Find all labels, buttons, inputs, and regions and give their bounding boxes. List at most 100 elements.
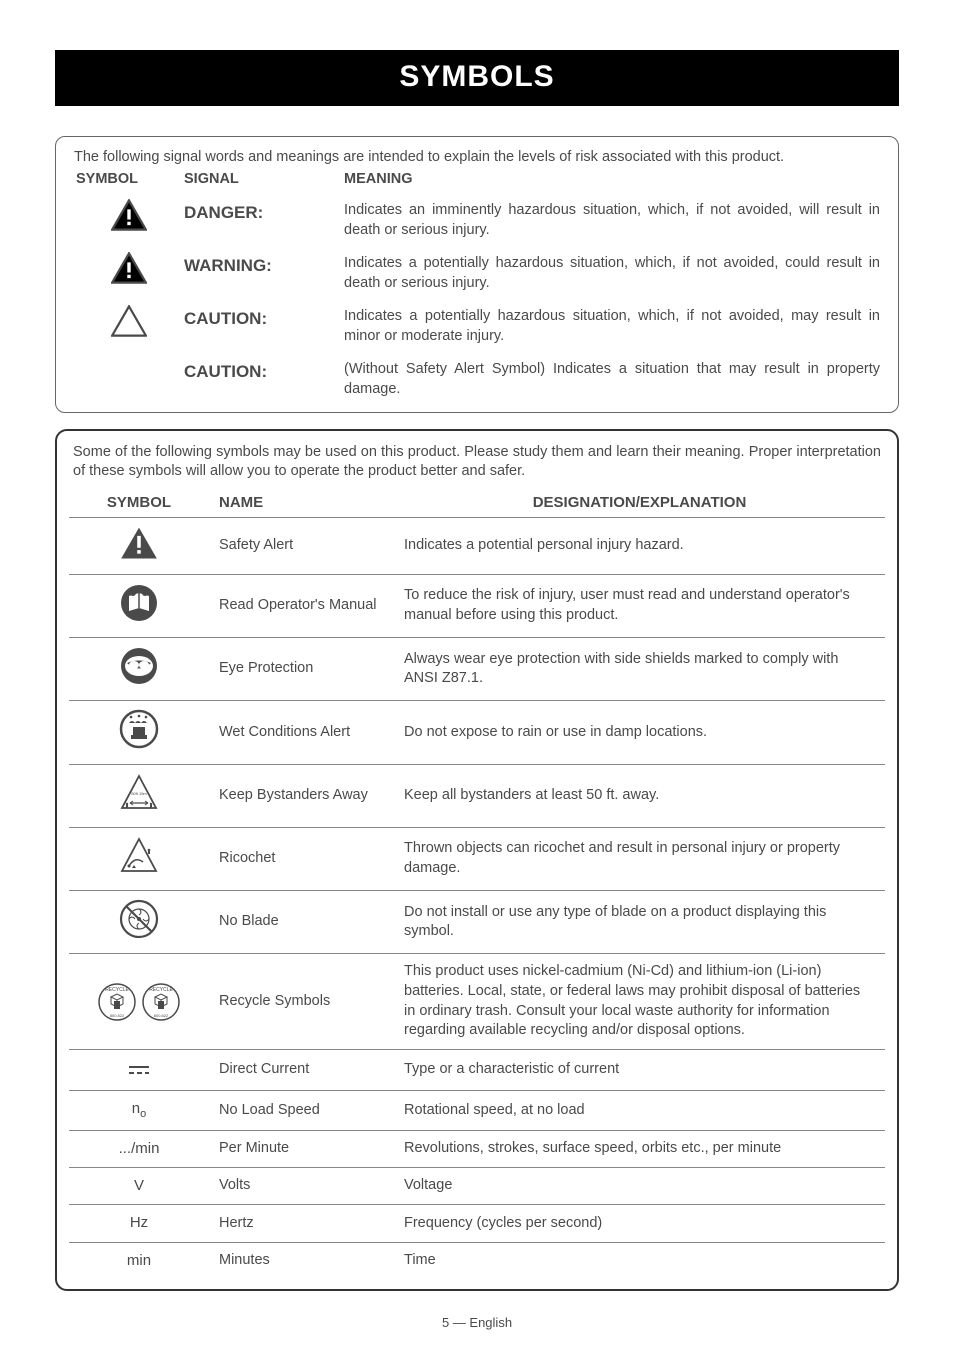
symbol-cell: V	[69, 1168, 209, 1205]
table-row: RicochetThrown objects can ricochet and …	[69, 827, 885, 890]
signal-row: CAUTION:(Without Safety Alert Symbol) In…	[74, 352, 880, 405]
ricochet-icon	[119, 836, 159, 876]
designation-cell: Do not install or use any type of blade …	[394, 891, 885, 954]
designation-cell: Time	[394, 1242, 885, 1279]
no-load-symbol: no	[132, 1100, 146, 1117]
th-name: NAME	[209, 490, 394, 518]
name-cell: Ricochet	[209, 827, 394, 890]
designation-cell: Revolutions, strokes, surface speed, orb…	[394, 1130, 885, 1167]
symbol-cell: min	[69, 1242, 209, 1279]
symbol-table-box: Some of the following symbols may be use…	[55, 429, 899, 1291]
per-minute-symbol: .../min	[119, 1140, 160, 1157]
name-cell: Minutes	[209, 1242, 394, 1279]
signal-row: WARNING:Indicates a potentially hazardou…	[74, 246, 880, 299]
designation-cell: Always wear eye protection with side shi…	[394, 638, 885, 701]
signal-row: CAUTION:Indicates a potentially hazardou…	[74, 299, 880, 352]
symbol-cell	[69, 827, 209, 890]
symbol-cell	[69, 638, 209, 701]
designation-cell: Keep all bystanders at least 50 ft. away…	[394, 764, 885, 827]
table-row: Read Operator's ManualTo reduce the risk…	[69, 574, 885, 637]
name-cell: Keep Bystanders Away	[209, 764, 394, 827]
symbol-cell	[69, 764, 209, 827]
manual-icon	[119, 583, 159, 623]
symbol-cell: no	[69, 1090, 209, 1130]
symbol-table: SYMBOL NAME DESIGNATION/EXPLANATION Safe…	[69, 490, 885, 1279]
table-row: Eye ProtectionAlways wear eye protection…	[69, 638, 885, 701]
signal-row: DANGER:Indicates an imminently hazardous…	[74, 193, 880, 246]
header-meaning: MEANING	[344, 171, 880, 187]
th-symbol: SYMBOL	[69, 490, 209, 518]
name-cell: Safety Alert	[209, 517, 394, 574]
designation-cell: Type or a characteristic of current	[394, 1049, 885, 1090]
signal-meaning: (Without Safety Alert Symbol) Indicates …	[344, 358, 880, 399]
signal-header-row: SYMBOL SIGNAL MEANING	[74, 171, 880, 187]
alert-triangle-icon	[111, 305, 147, 337]
symbol-cell: .../min	[69, 1130, 209, 1167]
designation-cell: Do not expose to rain or use in damp loc…	[394, 701, 885, 764]
table-row: Hz HertzFrequency (cycles per second)	[69, 1205, 885, 1242]
symbol-cell: Hz	[69, 1205, 209, 1242]
table-row: no No Load SpeedRotational speed, at no l…	[69, 1090, 885, 1130]
name-cell: Volts	[209, 1168, 394, 1205]
name-cell: Wet Conditions Alert	[209, 701, 394, 764]
name-cell: Direct Current	[209, 1049, 394, 1090]
wet-alert-icon	[119, 709, 159, 749]
signal-word: WARNING:	[184, 252, 344, 276]
name-cell: Read Operator's Manual	[209, 574, 394, 637]
table-row: .../min Per MinuteRevolutions, strokes, s…	[69, 1130, 885, 1167]
signal-meaning: Indicates a potentially hazardous situat…	[344, 252, 880, 293]
page-title: SYMBOLS	[55, 50, 899, 106]
table-row: No BladeDo not install or use any type o…	[69, 891, 885, 954]
designation-cell: To reduce the risk of injury, user must …	[394, 574, 885, 637]
symbol-cell	[69, 701, 209, 764]
dc-symbol	[127, 1060, 151, 1080]
alert-icon-cell	[74, 199, 184, 236]
table-row: V VoltsVoltage	[69, 1168, 885, 1205]
symbol-cell	[69, 1049, 209, 1090]
table-row: Safety AlertIndicates a potential person…	[69, 517, 885, 574]
signal-word: CAUTION:	[184, 305, 344, 329]
signal-word: CAUTION:	[184, 358, 344, 382]
name-cell: No Load Speed	[209, 1090, 394, 1130]
table-row: Wet Conditions AlertDo not expose to rai…	[69, 701, 885, 764]
name-cell: Recycle Symbols	[209, 954, 394, 1049]
alert-icon-cell	[74, 252, 184, 289]
designation-cell: Frequency (cycles per second)	[394, 1205, 885, 1242]
recycle-icons	[79, 982, 199, 1022]
hertz-symbol: Hz	[130, 1214, 148, 1231]
name-cell: Per Minute	[209, 1130, 394, 1167]
table-row: Recycle SymbolsThis product uses nickel-…	[69, 954, 885, 1049]
symbol-cell	[69, 574, 209, 637]
table-row: Keep Bystanders AwayKeep all bystanders …	[69, 764, 885, 827]
volts-symbol: V	[134, 1177, 144, 1194]
page-footer: 5 — English	[55, 1315, 899, 1330]
name-cell: Hertz	[209, 1205, 394, 1242]
eye-protection-icon	[119, 646, 159, 686]
name-cell: Eye Protection	[209, 638, 394, 701]
signal-meaning: Indicates a potentially hazardous situat…	[344, 305, 880, 346]
designation-cell: Indicates a potential personal injury ha…	[394, 517, 885, 574]
signal-word: DANGER:	[184, 199, 344, 223]
symbol-cell	[69, 954, 209, 1049]
alert-triangle-icon	[111, 252, 147, 284]
designation-cell: Thrown objects can ricochet and result i…	[394, 827, 885, 890]
minutes-symbol: min	[127, 1252, 151, 1269]
header-signal: SIGNAL	[184, 171, 344, 187]
alert-triangle-icon	[111, 199, 147, 231]
alert-icon-cell	[74, 305, 184, 342]
signal-meaning: Indicates an imminently hazardous situat…	[344, 199, 880, 240]
signal-words-box: The following signal words and meanings …	[55, 136, 899, 413]
bystanders-icon	[119, 773, 159, 813]
header-symbol: SYMBOL	[74, 171, 184, 187]
table-row: min MinutesTime	[69, 1242, 885, 1279]
designation-cell: Voltage	[394, 1168, 885, 1205]
table-row: Direct CurrentType or a characteristic o…	[69, 1049, 885, 1090]
designation-cell: This product uses nickel-cadmium (Ni-Cd)…	[394, 954, 885, 1049]
safety-alert-icon	[120, 526, 158, 560]
signal-intro: The following signal words and meanings …	[74, 149, 880, 165]
name-cell: No Blade	[209, 891, 394, 954]
symbol-intro: Some of the following symbols may be use…	[69, 441, 885, 490]
designation-cell: Rotational speed, at no load	[394, 1090, 885, 1130]
symbol-cell	[69, 891, 209, 954]
symbol-cell	[69, 517, 209, 574]
